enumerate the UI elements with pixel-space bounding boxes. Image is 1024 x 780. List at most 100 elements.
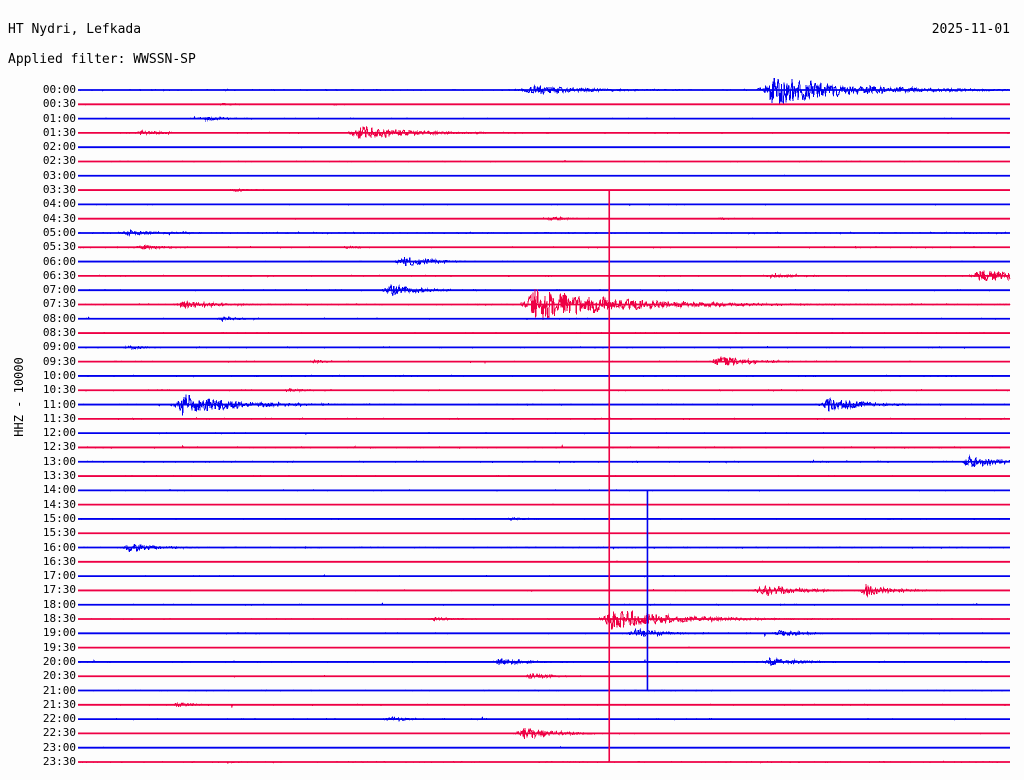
time-tick-2330: 23:30 <box>42 755 76 768</box>
trace-waveform <box>77 215 1011 222</box>
time-tick-1430: 14:30 <box>42 497 76 511</box>
trace-waveform <box>77 672 1011 680</box>
time-tick-0300: 03:00 <box>42 168 76 182</box>
time-tick-1830: 18:30 <box>42 612 76 626</box>
trace-row-0230 <box>77 159 1011 163</box>
trace-row-0200 <box>78 146 1011 149</box>
trace-waveform <box>77 374 1011 378</box>
trace-row-1830 <box>77 609 1011 630</box>
trace-waveform <box>77 454 1011 468</box>
trace-waveform <box>78 146 1011 149</box>
trace-waveform <box>77 417 1011 421</box>
trace-row-1300 <box>77 454 1011 468</box>
trace-waveform <box>78 102 1011 106</box>
time-tick-0900: 09:00 <box>42 340 76 354</box>
time-tick-0100: 01:00 <box>42 111 76 125</box>
trace-waveform <box>77 627 1011 638</box>
trace-row-1500 <box>77 516 1011 521</box>
time-tick-0600: 06:00 <box>42 254 76 268</box>
time-tick-1900: 19:00 <box>42 626 76 640</box>
time-tick-0930: 09:30 <box>42 354 76 368</box>
trace-waveform <box>77 78 1011 104</box>
trace-waveform <box>77 284 1011 297</box>
trace-row-0100 <box>77 115 1011 122</box>
trace-waveform <box>77 702 1011 709</box>
trace-waveform <box>77 387 1011 393</box>
trace-row-2100 <box>77 689 1011 692</box>
trace-row-0500 <box>77 229 1011 237</box>
trace-waveform <box>77 516 1011 521</box>
trace-waveform <box>77 257 1011 267</box>
time-tick-1030: 10:30 <box>42 383 76 397</box>
trace-waveform <box>77 532 1011 535</box>
time-tick-0130: 01:30 <box>42 125 76 139</box>
trace-row-1630 <box>77 560 1011 563</box>
trace-waveform <box>77 716 1011 723</box>
trace-waveform <box>77 356 1011 367</box>
applied-filter-label: Applied filter: WWSSN-SP <box>8 52 196 67</box>
trace-row-2000 <box>77 657 1011 666</box>
time-tick-1200: 12:00 <box>42 426 76 440</box>
trace-waveform <box>78 203 1011 207</box>
trace-row-1230 <box>77 444 1011 450</box>
trace-waveform <box>77 760 1010 765</box>
time-tick-0530: 05:30 <box>42 240 76 254</box>
trace-waveform <box>77 288 1011 320</box>
trace-waveform <box>77 727 1011 740</box>
station-name-label: HT Nydri, Lefkada <box>8 22 142 37</box>
trace-row-0630 <box>77 270 1011 282</box>
time-tick-0430: 04:30 <box>42 211 76 225</box>
time-tick-1400: 14:00 <box>42 483 76 497</box>
time-tick-1230: 12:30 <box>42 440 76 454</box>
helicorder-plot-area: 00:00 00:30 01:00 01:30 02:00 02:30 03:00 03:30… <box>0 78 1024 778</box>
time-tick-2100: 21:00 <box>42 683 76 697</box>
trace-waveform <box>77 646 1011 649</box>
trace-waveform <box>77 345 1011 351</box>
trace-row-0400 <box>78 203 1011 207</box>
time-tick-1730: 17:30 <box>42 583 76 597</box>
trace-waveform <box>77 602 1011 606</box>
trace-row-1130 <box>77 417 1011 421</box>
trace-waveform <box>77 584 1011 598</box>
trace-row-1030 <box>77 387 1011 393</box>
trace-waveform <box>77 315 1011 323</box>
time-tick-0000: 00:00 <box>42 83 76 96</box>
time-tick-2200: 22:00 <box>42 712 76 726</box>
trace-waveform <box>77 609 1011 630</box>
time-tick-1500: 15:00 <box>42 511 76 525</box>
trace-row-0300 <box>77 174 1011 177</box>
trace-waveform <box>77 560 1011 563</box>
trace-waveform <box>77 657 1011 666</box>
trace-waveform <box>77 431 1011 435</box>
trace-waveform <box>77 503 1011 506</box>
trace-row-1330 <box>77 474 1011 478</box>
trace-row-0600 <box>77 257 1011 267</box>
trace-waveform <box>77 270 1011 282</box>
trace-waveform <box>77 573 1011 578</box>
trace-row-1930 <box>77 646 1011 649</box>
time-tick-0400: 04:00 <box>42 197 76 211</box>
trace-waveform <box>77 394 1011 416</box>
trace-row-0930 <box>77 356 1011 367</box>
trace-row-0330 <box>77 187 1011 192</box>
trace-waveform <box>77 187 1011 192</box>
trace-row-1730 <box>77 584 1011 598</box>
trace-row-2330 <box>77 760 1010 765</box>
time-tick-1330: 13:30 <box>42 469 76 483</box>
time-tick-1800: 18:00 <box>42 597 76 611</box>
trace-row-0130 <box>77 125 1011 139</box>
time-tick-0630: 06:30 <box>42 268 76 282</box>
time-tick-0830: 08:30 <box>42 326 76 340</box>
time-tick-0800: 08:00 <box>42 311 76 325</box>
trace-row-0730 <box>77 288 1011 320</box>
trace-waveform <box>77 244 1011 251</box>
trace-waveform <box>77 689 1011 692</box>
time-tick-2030: 20:30 <box>42 669 76 683</box>
time-tick-2130: 21:30 <box>42 697 76 711</box>
date-label: 2025-11-01 <box>931 22 1010 37</box>
trace-row-2300 <box>77 746 1011 749</box>
trace-waveform <box>77 444 1011 450</box>
trace-waveform <box>77 229 1011 237</box>
trace-row-1800 <box>77 602 1011 606</box>
